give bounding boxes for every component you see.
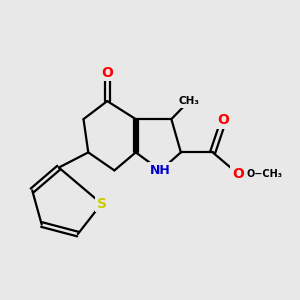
- Text: NH: NH: [150, 164, 171, 177]
- Text: S: S: [97, 197, 106, 211]
- Text: O−CH₃: O−CH₃: [247, 169, 283, 179]
- Text: O: O: [218, 113, 230, 127]
- Text: O: O: [232, 167, 244, 181]
- Text: O: O: [101, 66, 113, 80]
- Text: CH₃: CH₃: [178, 96, 200, 106]
